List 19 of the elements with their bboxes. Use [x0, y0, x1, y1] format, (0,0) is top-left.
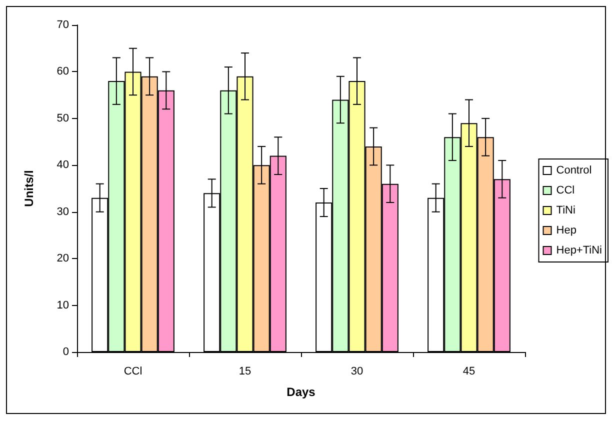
legend-label: Control	[556, 164, 592, 176]
legend-label: TiNi	[556, 204, 576, 216]
y-tick-label: 20	[56, 252, 69, 265]
y-tick-label: 10	[56, 299, 69, 312]
y-tick-label: 40	[56, 159, 69, 172]
y-tick-label: 30	[56, 206, 69, 218]
y-tick-label: 60	[56, 66, 69, 78]
x-tick-label: 45	[462, 366, 476, 378]
legend-label: CCl	[556, 184, 575, 196]
x-tick-label: 30	[350, 366, 364, 378]
legend-label: Hep	[556, 224, 576, 236]
x-axis-title: Days	[286, 385, 316, 399]
x-tick-label: 15	[238, 366, 252, 378]
y-tick-label: 70	[56, 19, 69, 31]
x-tick-label: CCl	[124, 366, 142, 378]
y-axis-title: Units/l	[22, 170, 36, 207]
y-tick-label: 0	[62, 346, 69, 358]
legend-label: Hep+TiNi	[556, 244, 602, 256]
y-tick-label: 50	[56, 112, 69, 124]
